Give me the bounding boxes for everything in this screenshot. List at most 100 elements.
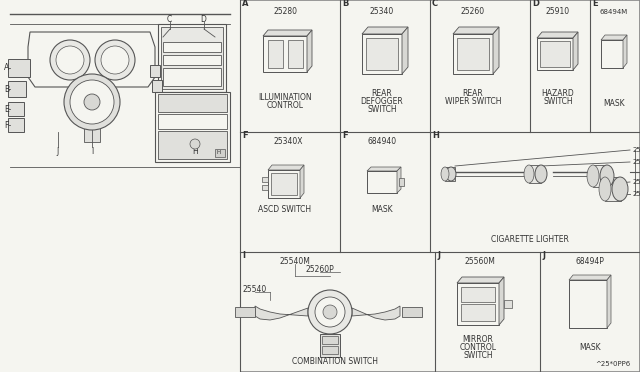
Bar [453,34,493,74]
Bar [8,118,24,132]
Polygon shape [397,167,401,193]
Text: SWITCH: SWITCH [367,106,397,115]
Bar [0,0,240,372]
Bar [163,68,221,86]
Bar [8,102,24,116]
Text: ILLUMINATION: ILLUMINATION [258,93,312,102]
Polygon shape [453,27,499,34]
Bar [263,36,307,72]
Text: C: C [432,0,438,9]
Text: 25334: 25334 [633,147,640,153]
Circle shape [56,46,84,74]
Polygon shape [493,27,499,74]
Bar [268,40,283,68]
Text: 25540: 25540 [243,285,267,295]
Text: WIPER SWITCH: WIPER SWITCH [445,97,501,106]
Text: C: C [167,15,172,23]
Bar [262,185,268,190]
Ellipse shape [524,165,534,183]
Bar [161,27,223,89]
Text: D: D [532,0,539,9]
Bar [152,80,162,92]
Bar [601,40,623,68]
Text: MIRROR: MIRROR [463,336,493,344]
Text: 25330A: 25330A [633,191,640,197]
Text: F: F [342,131,348,140]
Text: 25340X: 25340X [273,138,303,147]
Text: HAZARD: HAZARD [541,90,574,99]
Text: J: J [57,148,59,157]
Circle shape [84,94,100,110]
Text: 25280: 25280 [273,7,297,16]
Polygon shape [623,35,627,68]
Circle shape [70,80,114,124]
Polygon shape [402,27,408,74]
Polygon shape [352,306,400,320]
Text: ^25*0PP6: ^25*0PP6 [595,361,630,367]
Bar [158,114,227,129]
Text: J: J [542,250,545,260]
Bar [158,94,227,112]
Text: I: I [242,250,245,260]
Circle shape [101,46,129,74]
Ellipse shape [612,177,628,201]
Text: 68494M: 68494M [600,9,628,15]
Circle shape [95,40,135,80]
Ellipse shape [446,167,456,181]
Text: DEFOGGER: DEFOGGER [360,97,403,106]
Text: J: J [437,250,440,260]
Text: MASK: MASK [603,99,625,109]
Bar [362,34,402,74]
Text: F: F [242,131,248,140]
Text: 684940: 684940 [367,138,397,147]
Polygon shape [362,27,408,34]
Ellipse shape [599,177,611,201]
Bar [320,334,340,357]
Text: CIGARETTE LIGHTER: CIGARETTE LIGHTER [491,234,569,244]
Text: 25260: 25260 [461,7,485,16]
Polygon shape [573,32,578,70]
Bar [569,280,607,328]
Text: ASCD SWITCH: ASCD SWITCH [259,205,312,214]
Ellipse shape [587,165,599,187]
Polygon shape [499,277,504,325]
Ellipse shape [535,165,547,183]
Text: SWITCH: SWITCH [463,352,493,360]
Bar [457,38,489,70]
Bar [366,38,398,70]
Text: CONTROL: CONTROL [460,343,497,353]
Text: MASK: MASK [371,205,393,214]
Circle shape [64,74,120,130]
Circle shape [50,40,90,80]
Text: 25910: 25910 [546,7,570,16]
Bar [537,38,573,70]
Bar [158,24,226,92]
Polygon shape [367,167,401,171]
Polygon shape [263,30,312,36]
Bar [235,307,255,317]
Bar [399,178,404,186]
Bar [504,300,512,308]
Text: E: E [4,105,9,113]
Ellipse shape [600,165,614,187]
Bar [271,173,297,195]
Text: F: F [4,121,8,129]
Text: H: H [192,148,198,157]
Polygon shape [569,275,611,280]
Circle shape [190,139,200,149]
Text: 25260P: 25260P [306,266,334,275]
Text: H: H [217,151,221,155]
Polygon shape [537,32,578,38]
Bar [461,304,495,321]
Text: A: A [4,64,9,73]
Text: 68494P: 68494P [575,257,604,266]
Bar [150,65,160,77]
Bar [529,165,541,183]
Text: B: B [342,0,348,9]
Polygon shape [607,275,611,328]
Text: CONTROL: CONTROL [266,100,303,109]
Text: 25330C: 25330C [633,179,640,185]
Bar [215,149,225,157]
Text: D: D [200,15,206,23]
Text: SWITCH: SWITCH [543,97,573,106]
